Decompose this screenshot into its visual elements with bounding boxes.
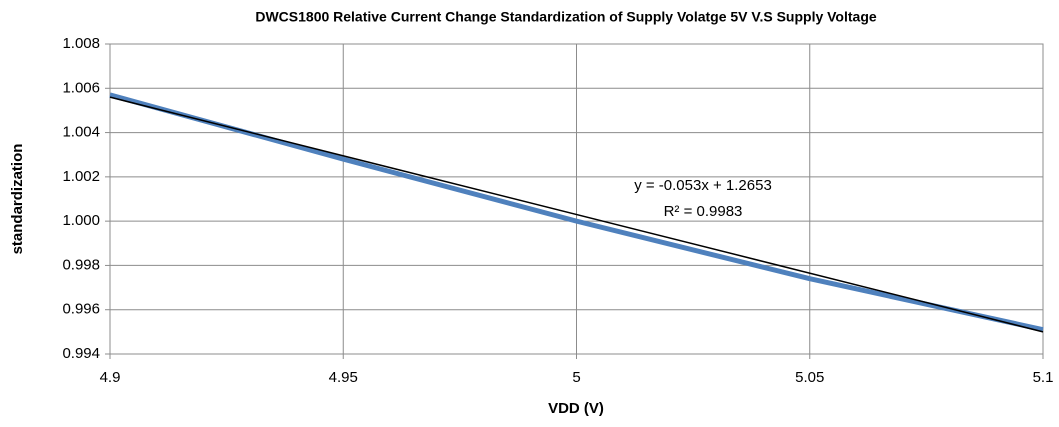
y-tick-label: 1.000 [62, 212, 100, 229]
y-tick-label: 1.004 [62, 124, 100, 141]
y-tick-label: 1.008 [62, 35, 100, 52]
x-tick-label: 5.1 [1033, 369, 1054, 386]
x-tick-label: 4.9 [100, 369, 121, 386]
trend-line [109, 96, 1044, 333]
x-axis-label: VDD (V) [548, 400, 604, 417]
x-tick-label: 5 [572, 369, 580, 386]
y-axis-label: standardization [9, 144, 26, 255]
plot-border [109, 43, 1044, 355]
annotation: R² = 0.9983 [664, 203, 743, 220]
y-tick-label: 0.998 [62, 256, 100, 273]
data-line [109, 92, 1044, 333]
y-tick-label: 1.002 [62, 168, 100, 185]
y-tick-label: 0.994 [62, 345, 100, 362]
chart-title: DWCS1800 Relative Current Change Standar… [255, 9, 877, 25]
annotation: y = -0.053x + 1.2653 [634, 177, 772, 194]
x-tick-label: 5.05 [795, 369, 824, 386]
y-tick-label: 1.006 [62, 79, 100, 96]
y-tick-label: 0.996 [62, 301, 100, 318]
x-tick-label: 4.95 [329, 369, 358, 386]
